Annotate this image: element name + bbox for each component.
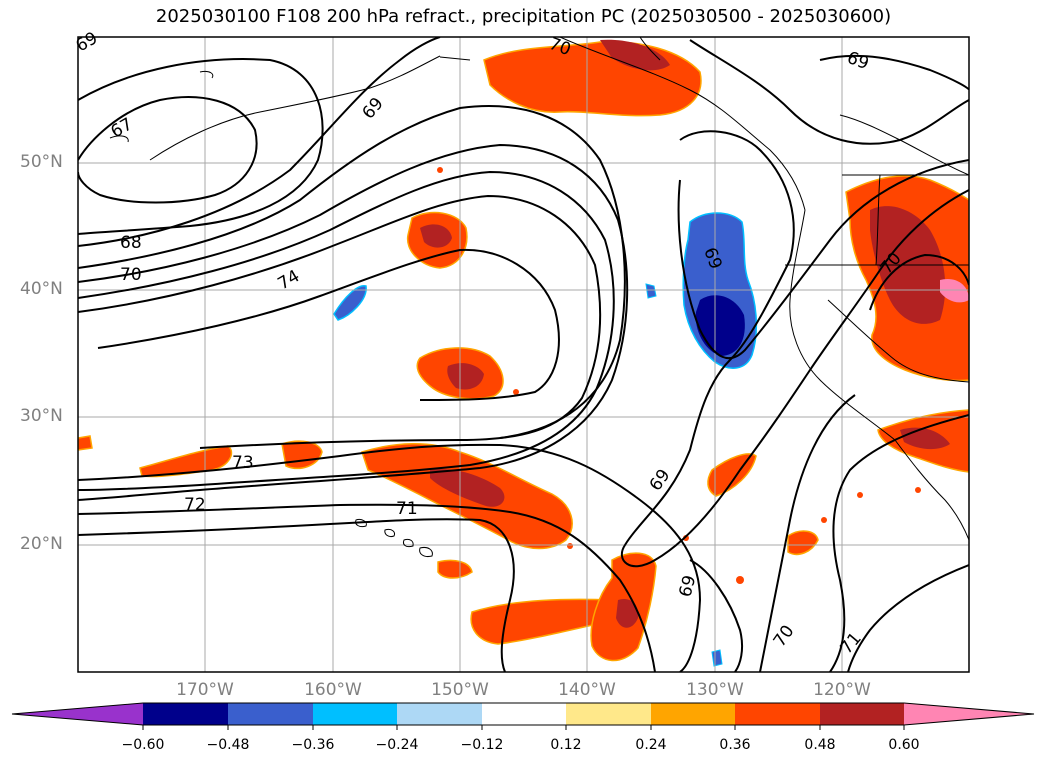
colorbar-tick-label: 0.48 bbox=[804, 737, 836, 753]
precip-negative-areas bbox=[333, 212, 758, 667]
colorbar-tick-label: 0.60 bbox=[888, 737, 920, 753]
colorbar-segment bbox=[482, 703, 566, 725]
contour-label: 72 bbox=[184, 495, 206, 515]
precip-area-small-negative bbox=[333, 285, 367, 321]
page-title: 2025030100 F108 200 hPa refract., precip… bbox=[155, 6, 892, 27]
contour-label: 67 bbox=[108, 114, 137, 142]
colorbar-segment bbox=[228, 703, 313, 725]
colorbar-tick-label: −0.60 bbox=[121, 737, 165, 753]
contour-label: 69 bbox=[73, 28, 102, 56]
colorbar-segment bbox=[12, 703, 143, 725]
colorbar-tick-label: 0.24 bbox=[635, 737, 667, 753]
colorbar-tick-label: −0.36 bbox=[291, 737, 335, 753]
longitude-label: 130°W bbox=[686, 680, 744, 700]
colorbar-segment bbox=[904, 703, 1034, 725]
colorbar-segment bbox=[820, 703, 904, 725]
contour-label: 69 bbox=[646, 466, 675, 495]
colorbar-tick-label: −0.12 bbox=[460, 737, 504, 753]
plot-frame bbox=[77, 36, 970, 673]
colorbar-tick-label: 0.12 bbox=[550, 737, 582, 753]
coastlines bbox=[149, 37, 969, 541]
colorbar-segment bbox=[651, 703, 735, 725]
contour-label: 71 bbox=[396, 499, 418, 519]
colorbar-segment bbox=[313, 703, 397, 725]
contour-label: 68 bbox=[120, 233, 142, 253]
graticule bbox=[78, 37, 969, 672]
islands bbox=[109, 71, 433, 557]
latitude-label: 30°N bbox=[20, 406, 63, 426]
longitude-label: 170°W bbox=[176, 680, 234, 700]
longitude-label: 140°W bbox=[558, 680, 616, 700]
colorbar-tick-label: −0.48 bbox=[206, 737, 250, 753]
longitude-label: 150°W bbox=[431, 680, 489, 700]
colorbar-segment bbox=[566, 703, 651, 725]
contour-label: 73 bbox=[232, 453, 254, 473]
latitude-label: 50°N bbox=[20, 152, 63, 172]
longitude-label: 120°W bbox=[813, 680, 871, 700]
colorbar-tick-label: 0.36 bbox=[719, 737, 751, 753]
contour-label: 69 bbox=[359, 94, 388, 123]
colorbar-segment bbox=[397, 703, 482, 725]
refractivity-contours bbox=[78, 37, 969, 672]
contour-label: 69 bbox=[844, 48, 871, 74]
colorbar bbox=[11, 702, 1035, 730]
latitude-label: 40°N bbox=[20, 279, 63, 299]
colorbar-tick-label: −0.24 bbox=[375, 737, 419, 753]
colorbar-segment bbox=[735, 703, 820, 725]
colorbar-segment bbox=[143, 703, 228, 725]
latitude-label: 20°N bbox=[20, 534, 63, 554]
contour-label: 71 bbox=[837, 629, 866, 658]
contour-label: 70 bbox=[770, 622, 799, 651]
precip-area-west-band bbox=[139, 445, 233, 478]
precip-positive-areas bbox=[78, 39, 969, 662]
longitude-label: 160°W bbox=[304, 680, 362, 700]
precip-area-gulf-alaska bbox=[483, 41, 702, 117]
contour-label: 70 bbox=[120, 265, 142, 285]
